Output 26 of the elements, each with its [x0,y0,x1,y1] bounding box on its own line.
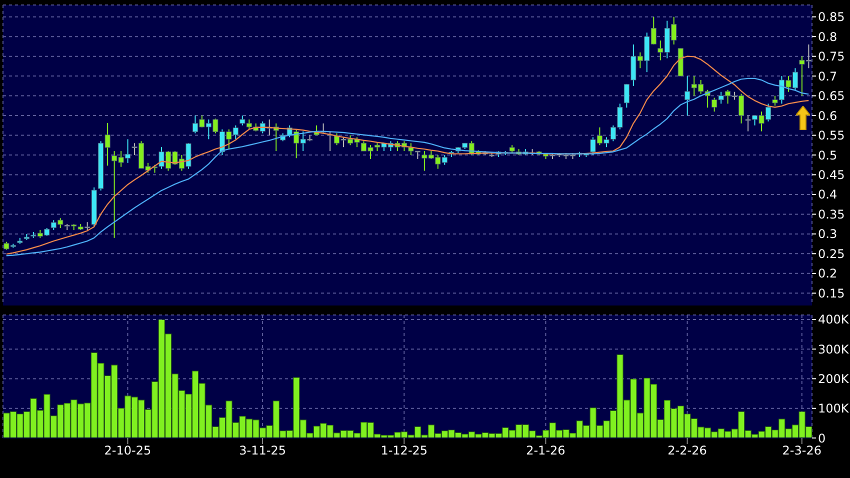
y-tick-label: 0.65 [818,89,845,104]
y-tick-label: 0.45 [818,168,845,182]
x-tick-label: 3-11-25 [239,444,286,458]
y-tick-label: 0.6 [818,108,838,123]
y-tick-label: 0.15 [818,286,845,300]
y-tick-label: 0.7 [818,69,838,84]
y-tick-label: 0.4 [818,188,838,202]
y-tick-label: 0 [818,431,826,446]
y-tick-label: 300K [818,342,850,356]
y-tick-label: 0.35 [818,207,845,222]
x-tick-label: 1-12-25 [380,444,428,458]
y-tick-label: 400K [818,312,850,327]
y-tick-label: 0.8 [818,30,838,44]
x-tick-label: 2-1-26 [526,444,566,458]
y-tick-label: 0.2 [818,266,838,281]
x-tick-label: 2-2-26 [668,444,707,458]
y-tick-label: 0.75 [818,50,845,64]
y-tick-label: 200K [818,372,850,386]
y-tick-label: 0.25 [818,246,845,261]
y-tick-label: 100K [818,402,850,416]
x-tick-label: 2-10-25 [104,444,152,458]
x-tick-label: 2-3-26 [782,444,822,458]
y-tick-label: 0.3 [818,227,838,242]
y-tick-label: 0.5 [818,148,838,162]
y-tick-label: 0.55 [818,128,845,143]
y-tick-label: 0.85 [818,10,845,24]
